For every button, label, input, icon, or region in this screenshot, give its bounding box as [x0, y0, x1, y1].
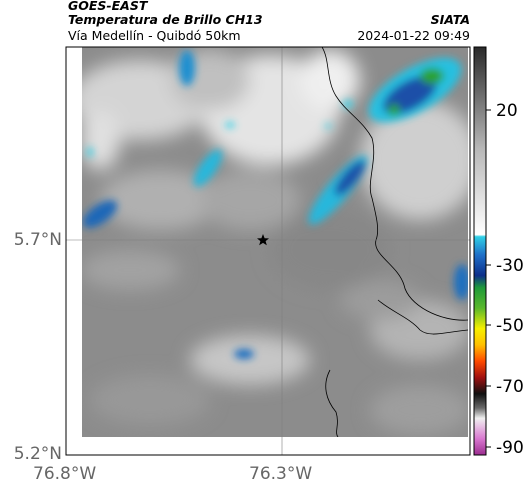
lat-label-52: 5.2°N [13, 444, 62, 464]
star-marker [257, 234, 269, 246]
region-subtitle: Vía Medellín - Quibdó 50km [68, 28, 241, 43]
timestamp-label: 2024-01-22 09:49 [357, 28, 470, 43]
cbar-label-m70: -70 [496, 377, 524, 397]
product-title: Temperatura de Brillo CH13 [68, 12, 263, 27]
agency-label: SIATA [430, 12, 470, 27]
map-border [65, 46, 471, 456]
cbar-label-m50: -50 [496, 316, 524, 336]
lon-label-763: 76.3°W [249, 464, 313, 484]
lon-label-768: 76.8°W [33, 464, 97, 484]
cbar-label-m90: -90 [496, 438, 524, 458]
cbar-label-20: 20 [496, 101, 518, 121]
colorbar-ticks [486, 109, 491, 448]
lat-label-57: 5.7°N [13, 230, 62, 250]
cbar-label-m30: -30 [496, 256, 524, 276]
brightness-temperature-field [82, 47, 468, 437]
colorbar [473, 46, 487, 456]
satellite-title: GOES-EAST [68, 0, 148, 13]
boundary-line [321, 47, 468, 321]
